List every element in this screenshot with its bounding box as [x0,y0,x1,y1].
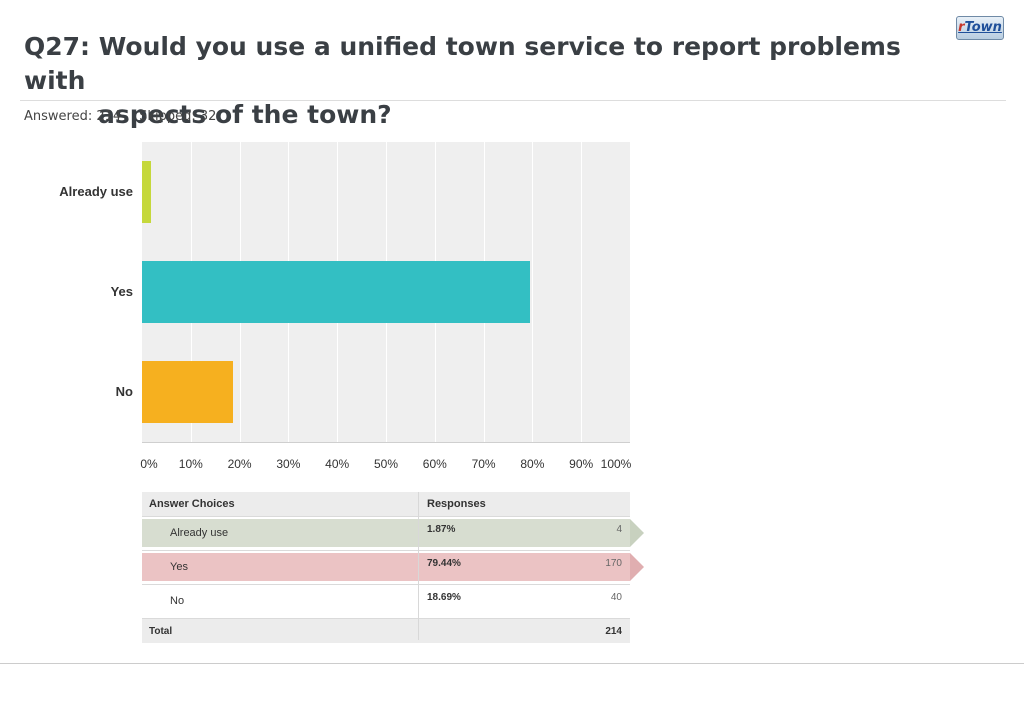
x-tick-label: 20% [227,457,252,471]
total-count: 214 [605,626,622,637]
row-arrow-icon [630,519,644,547]
x-tick-label: 70% [471,457,496,471]
x-axis-line [142,442,630,443]
gridline [581,142,582,442]
question-title-line2: aspects of the town? [98,100,392,129]
bar-chart-plot-area [142,142,631,442]
answered-count: Answered: 214 [24,109,122,124]
x-tick-label: 50% [373,457,399,471]
response-percent: 1.87% [427,524,456,535]
x-tick-label: 30% [276,457,301,471]
response-percent: 18.69% [427,592,461,603]
category-label: No [115,384,133,399]
rtown-logo: rTown [956,16,1004,40]
answer-choice: Yes [170,561,188,573]
x-tick-label: 90% [569,457,594,471]
table-column-divider [418,492,419,640]
x-tick-label: 10% [178,457,203,471]
total-label: Total [149,626,173,637]
logo-prefix: r [958,20,965,35]
header-divider [20,100,1006,101]
question-title-line1: Q27: Would you use a unified town servic… [24,32,901,95]
category-label: Already use [59,184,133,199]
response-percent: 79.44% [427,558,461,569]
table-row: Yes 79.44% 170 [142,550,644,584]
x-tick-label: 80% [520,457,545,471]
response-stats: Answered: 214 Skipped: 32 [24,109,216,124]
gridline [532,142,533,442]
header-responses: Responses [427,498,486,510]
response-count: 4 [616,524,622,535]
logo-text: Town [964,20,1002,35]
table-row: No 18.69% 40 [142,584,630,618]
bar-already-use [142,161,152,223]
footer-divider [0,663,1024,664]
response-count: 40 [610,592,622,603]
x-tick-label: 40% [325,457,350,471]
gridline [630,142,631,442]
response-count: 170 [605,558,622,569]
x-tick-label: 60% [422,457,447,471]
table-row: Already use 1.87% 4 [142,516,644,550]
bar-yes [142,261,530,323]
skipped-count: Skipped: 32 [139,109,217,124]
answer-choice: Already use [170,527,229,539]
bar-no [142,361,234,423]
response-fill-bar [142,553,630,581]
x-tick-label: 0% [140,457,158,471]
header-answer-choices: Answer Choices [149,498,235,510]
responses-table: Answer Choices Responses Already use 1.87… [142,492,644,643]
table-header: Answer Choices Responses [142,492,630,516]
category-label: Yes [110,284,133,299]
table-total-row: Total 214 [142,618,630,643]
row-arrow-icon [630,553,644,581]
answer-choice: No [170,595,185,607]
question-title: Q27: Would you use a unified town servic… [24,30,924,132]
x-tick-label: 100% [600,457,632,471]
response-fill-bar [142,519,630,547]
